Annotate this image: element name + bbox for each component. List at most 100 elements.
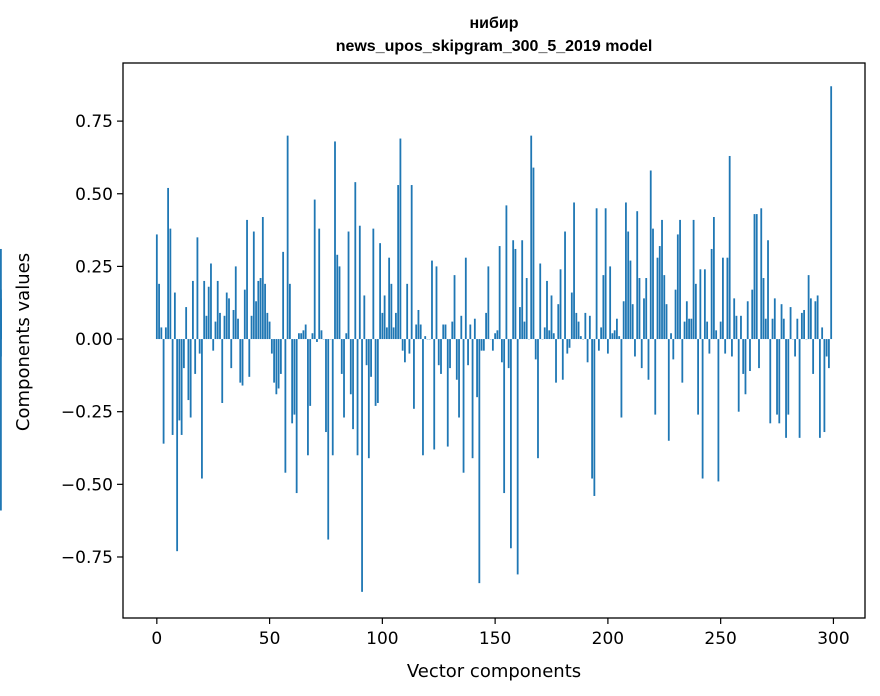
bar xyxy=(221,339,224,403)
bar xyxy=(652,228,654,340)
bar xyxy=(577,321,580,340)
bar xyxy=(773,298,776,340)
bar xyxy=(164,327,167,340)
bar xyxy=(519,307,521,340)
bar xyxy=(169,228,172,340)
bar xyxy=(591,339,593,479)
bar xyxy=(203,280,206,340)
x-axis-ticks: 0 50 100 150 200 250 300 xyxy=(151,618,850,649)
bar xyxy=(446,339,449,447)
bar xyxy=(609,266,612,340)
bar xyxy=(643,298,645,340)
bar xyxy=(316,339,318,342)
bar xyxy=(575,312,578,340)
bar xyxy=(449,339,451,369)
bar xyxy=(625,202,627,340)
bar xyxy=(767,240,769,340)
bar xyxy=(379,243,381,340)
bar xyxy=(223,315,226,340)
bar xyxy=(282,251,285,340)
bar xyxy=(205,315,208,340)
bar xyxy=(782,318,785,340)
bar xyxy=(661,219,663,340)
bar xyxy=(740,315,742,340)
bar xyxy=(0,324,2,340)
bar xyxy=(270,339,273,354)
bar xyxy=(361,339,363,592)
bar xyxy=(349,339,352,395)
bar xyxy=(498,246,501,340)
bar xyxy=(365,339,368,366)
bar xyxy=(753,214,756,340)
bar xyxy=(248,339,251,377)
bar xyxy=(764,318,767,340)
bar xyxy=(647,339,650,380)
bar xyxy=(703,269,706,340)
bar xyxy=(444,324,447,340)
bar xyxy=(264,283,266,340)
bar xyxy=(201,339,203,479)
bar xyxy=(679,219,681,340)
bar xyxy=(769,339,772,424)
bar xyxy=(464,257,467,340)
bar xyxy=(809,298,812,340)
bar xyxy=(516,339,519,575)
bar xyxy=(178,339,181,421)
bar xyxy=(670,333,672,340)
bar xyxy=(327,339,330,540)
bar xyxy=(638,278,641,340)
bar xyxy=(758,339,760,369)
bar xyxy=(325,339,327,433)
bar xyxy=(171,339,174,435)
bar xyxy=(410,185,413,340)
bar xyxy=(823,339,826,433)
bar xyxy=(645,278,648,340)
bar xyxy=(187,339,190,401)
bar xyxy=(250,315,253,340)
bar xyxy=(818,339,821,438)
bar xyxy=(692,219,695,340)
bar xyxy=(286,135,289,340)
bar xyxy=(352,339,354,430)
bar xyxy=(532,167,535,340)
bar xyxy=(557,304,560,340)
bar xyxy=(196,237,199,340)
bar xyxy=(627,231,630,340)
bar xyxy=(537,339,539,459)
bar xyxy=(422,339,424,456)
bar xyxy=(688,318,690,340)
bar xyxy=(742,339,745,374)
bar xyxy=(455,339,458,380)
bar xyxy=(340,339,343,374)
bar xyxy=(597,339,600,351)
bar xyxy=(358,225,361,340)
bar xyxy=(442,324,445,340)
bar xyxy=(717,339,720,482)
bar xyxy=(239,339,242,383)
bar xyxy=(760,208,763,340)
bar xyxy=(291,339,294,424)
bar xyxy=(523,321,526,340)
bar xyxy=(816,295,819,340)
bar xyxy=(275,339,278,395)
bar xyxy=(162,339,165,444)
bar xyxy=(712,217,715,340)
bar xyxy=(367,339,370,459)
bar xyxy=(318,228,321,340)
bar xyxy=(453,275,456,340)
bar xyxy=(579,336,582,340)
bar xyxy=(611,333,614,340)
bar xyxy=(173,292,176,340)
bar xyxy=(751,289,754,340)
bar xyxy=(618,336,621,340)
bar xyxy=(307,339,309,456)
bar xyxy=(570,292,573,340)
bar xyxy=(167,187,169,340)
bar xyxy=(363,295,366,340)
bar xyxy=(586,339,589,363)
bar xyxy=(313,199,316,340)
bar xyxy=(708,339,711,354)
bar xyxy=(510,339,512,549)
y-tick-label: 0.75 xyxy=(75,112,113,132)
y-axis-label: Components values xyxy=(13,253,34,431)
